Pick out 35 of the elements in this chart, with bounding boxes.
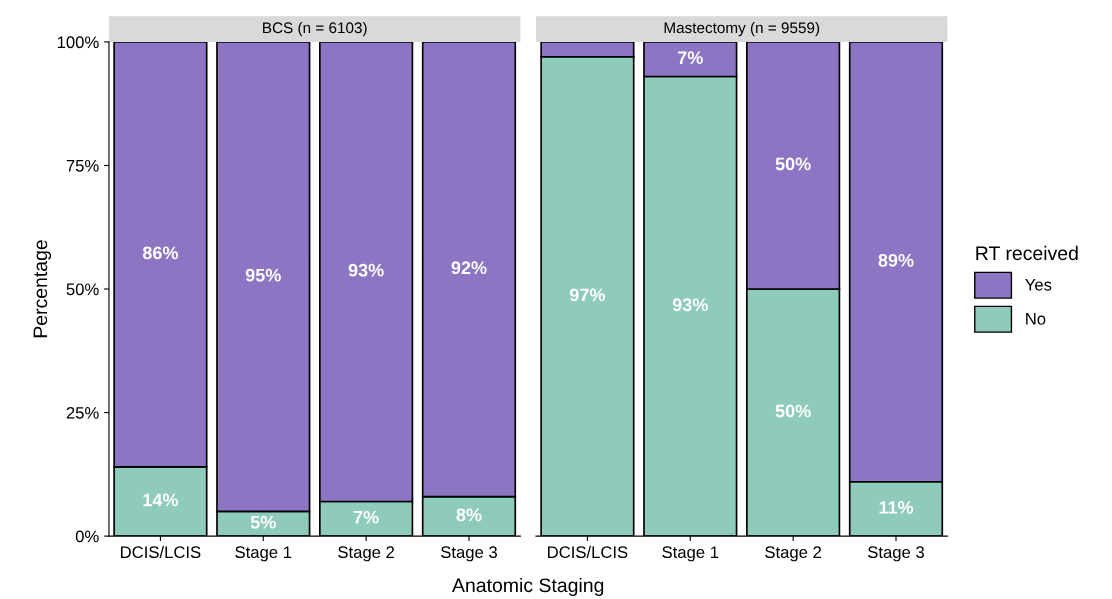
data-label: 7% [678,51,703,65]
chart-title: BCS (n = 6103) [263,21,367,37]
data-label: 7% [353,510,379,524]
data-label: 14% [143,493,178,507]
y-tick-label: 0% [75,530,99,543]
y-tick-label: 25% [66,406,99,419]
x-tick-label: Stage 1 [235,546,292,562]
chart-title: Mastectomy (n = 9559) [664,21,820,37]
x-tick-label: DCIS/LCIS [121,545,201,559]
y-tick-label: 100% [57,36,99,49]
data-label: 86% [142,246,178,260]
y-tick-label: 50% [66,283,99,296]
data-label: 92% [451,261,487,275]
y-tick-label: 75% [66,159,99,172]
x-tick-label: Stage 2 [765,546,822,562]
legend-title: RT received [976,245,1078,261]
data-label: 50% [775,157,811,171]
data-label: 5% [250,515,276,529]
data-label: 89% [878,253,914,267]
x-tick-label: Stage 3 [441,546,497,562]
data-label: 11% [879,501,914,514]
data-label: 50% [775,404,811,418]
data-label: 8% [456,508,482,522]
legend-label: Yes [1025,279,1052,291]
y-axis-title: Percentage [33,240,52,338]
legend-label: No [1026,313,1046,325]
data-label: 93% [672,298,708,312]
data-label: 93% [348,263,384,277]
x-tick-label: Stage 3 [868,546,924,562]
x-tick-label: DCIS/LCIS [548,545,628,559]
data-label: 95% [245,268,281,282]
x-axis-title: Anatomic Staging [452,577,604,597]
x-tick-label: Stage 1 [662,546,719,562]
x-tick-label: Stage 2 [338,546,395,562]
data-label: 97% [569,288,606,302]
